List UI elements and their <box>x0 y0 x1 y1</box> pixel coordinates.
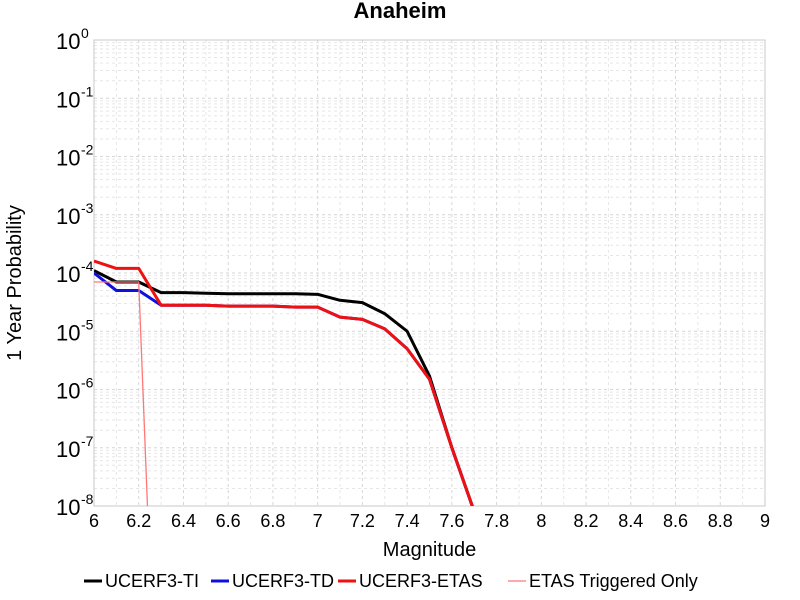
x-tick-label: 6.8 <box>260 511 285 531</box>
y-tick-exponent: -3 <box>81 200 94 216</box>
x-axis-label: Magnitude <box>383 539 476 561</box>
x-tick-label: 9 <box>760 511 770 531</box>
x-tick-label: 8 <box>536 511 546 531</box>
legend-label: UCERF3-TI <box>105 571 199 591</box>
y-tick-label: 10 <box>56 29 80 54</box>
x-tick-label: 8.2 <box>574 511 599 531</box>
y-tick-label: 10 <box>56 379 80 404</box>
y-tick-exponent: -1 <box>81 83 94 99</box>
chart-title: Anaheim <box>354 0 447 23</box>
legend-label: UCERF3-ETAS <box>359 571 483 591</box>
y-tick-exponent: -4 <box>81 258 94 274</box>
y-tick-exponent: -5 <box>81 316 94 332</box>
x-tick-label: 7.2 <box>350 511 375 531</box>
y-tick-exponent: -6 <box>81 375 94 391</box>
legend-label: ETAS Triggered Only <box>529 571 698 591</box>
series-line-etas-triggered-only <box>94 281 149 506</box>
x-tick-label: 6.4 <box>171 511 196 531</box>
y-axis-label: 1 Year Probability <box>4 205 26 361</box>
x-tick-label: 6.2 <box>126 511 151 531</box>
y-tick-exponent: -2 <box>81 142 94 158</box>
x-axis-ticks: 6 6.2 6.4 6.6 6.8 7 7.2 7.4 7.6 7.8 8 8.2 8.4 8.6 8.8 9 <box>89 511 770 531</box>
x-tick-label: 6.6 <box>216 511 241 531</box>
y-tick-label: 10 <box>56 262 80 287</box>
y-tick-label: 10 <box>56 87 80 112</box>
y-tick-exponent: 0 <box>81 25 89 41</box>
x-tick-label: 7.4 <box>395 511 420 531</box>
x-tick-label: 8.6 <box>663 511 688 531</box>
x-tick-label: 7 <box>313 511 323 531</box>
grid <box>93 40 766 507</box>
x-tick-label: 6 <box>89 511 99 531</box>
x-tick-label: 8.8 <box>708 511 733 531</box>
x-tick-label: 7.6 <box>439 511 464 531</box>
y-tick-label: 10 <box>56 204 80 229</box>
y-tick-label: 10 <box>56 146 80 171</box>
y-tick-label: 10 <box>56 320 80 345</box>
x-tick-label: 8.4 <box>618 511 643 531</box>
y-tick-label: 10 <box>56 437 80 462</box>
series-line-ucerf3-ti <box>94 269 474 506</box>
y-tick-exponent: -7 <box>81 433 94 449</box>
series-layer <box>94 259 474 506</box>
x-tick-label: 7.8 <box>484 511 509 531</box>
y-tick-label: 10 <box>56 495 80 520</box>
legend-label: UCERF3-TD <box>232 571 334 591</box>
legend: UCERF3-TI UCERF3-TD UCERF3-ETAS ETAS Trigge… <box>84 571 698 591</box>
y-tick-exponent: -8 <box>81 491 94 507</box>
series-line-ucerf3-etas <box>94 259 474 506</box>
